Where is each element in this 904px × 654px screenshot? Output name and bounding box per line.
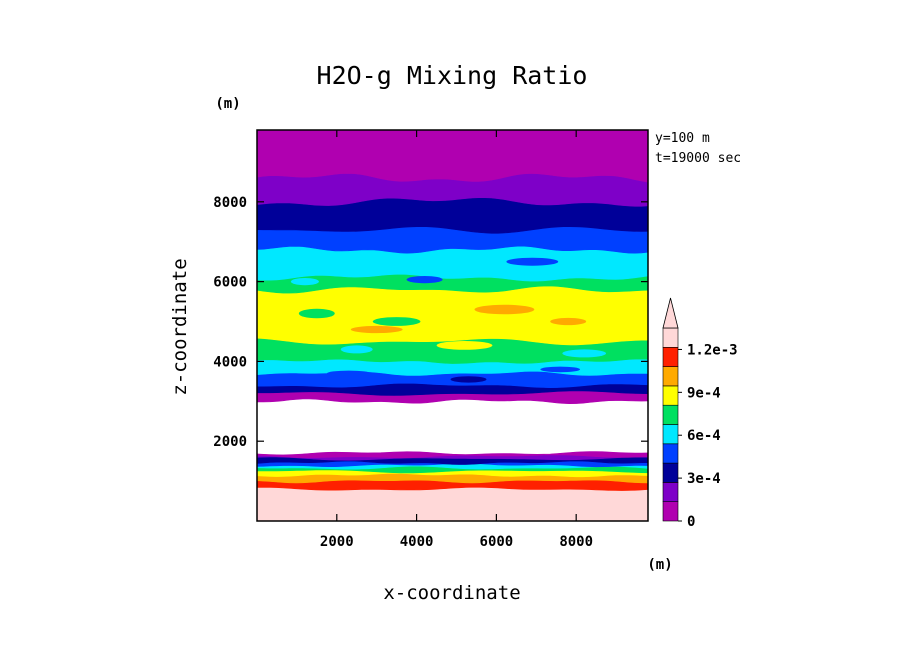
contour-patch (372, 317, 421, 326)
contour-patch (474, 304, 535, 315)
y-tick-label: 4000 (213, 354, 247, 370)
contour-patch (450, 376, 487, 383)
y-axis-label: z-coordinate (169, 258, 191, 395)
colorbar-bin (662, 424, 679, 445)
x-axis-label: x-coordinate (383, 582, 520, 604)
colorbar-label: 1.2e-3 (687, 342, 738, 358)
contour-patch (506, 257, 559, 266)
info-box: y=100 m t=19000 sec (655, 131, 741, 166)
x-tick-label: 2000 (320, 534, 354, 550)
colorbar-bin (662, 501, 679, 522)
x-unit-label: (m) (647, 557, 672, 573)
info-line-time: t=19000 sec (655, 151, 741, 166)
colorbar-bin (662, 462, 679, 483)
contour-patch (326, 370, 371, 377)
x-tick-label: 6000 (480, 534, 514, 550)
contour-patch (308, 294, 365, 302)
contour-patch (340, 345, 373, 354)
contour-patch (540, 366, 581, 373)
colorbar: 0 3e-4 6e-4 9e-4 1.2e-3 (662, 297, 738, 530)
colorbar-label: 6e-4 (687, 428, 721, 444)
colorbar-label: 0 (687, 514, 695, 530)
colorbar-bin (662, 385, 679, 406)
y-unit-label: (m) (215, 96, 240, 112)
colorbar-bin (662, 327, 679, 348)
y-tick-label: 6000 (213, 275, 247, 291)
contour-band (256, 129, 649, 183)
colorbar-label: 9e-4 (687, 385, 721, 401)
colorbar-bin (662, 366, 679, 387)
x-axis: 2000 4000 6000 8000 (320, 130, 593, 550)
contour-patch (436, 341, 493, 350)
x-tick-label: 8000 (559, 534, 593, 550)
colorbar-bin (662, 346, 679, 367)
colorbar-extend-max (662, 297, 679, 329)
plot-area (256, 129, 649, 522)
y-axis: 2000 4000 6000 8000 (213, 195, 648, 450)
plot-frame (256, 129, 649, 522)
colorbar-bin (662, 404, 679, 425)
contour-patch (350, 325, 403, 334)
colorbar-bin (662, 482, 679, 502)
x-tick-label: 4000 (400, 534, 434, 550)
y-tick-label: 2000 (213, 434, 247, 450)
contour-patch (550, 317, 587, 326)
contour-patch (290, 278, 319, 286)
colorbar-label: 3e-4 (687, 471, 721, 487)
contour-patch (298, 308, 335, 319)
contour-patch (562, 349, 607, 358)
colorbar-bin (662, 443, 679, 464)
contour-band (256, 486, 649, 522)
plot-details (290, 257, 607, 383)
chart-title: H2O-g Mixing Ratio (317, 61, 588, 90)
y-tick-label: 8000 (213, 195, 247, 211)
contour-patch (406, 276, 443, 284)
info-line-position: y=100 m (655, 131, 710, 146)
